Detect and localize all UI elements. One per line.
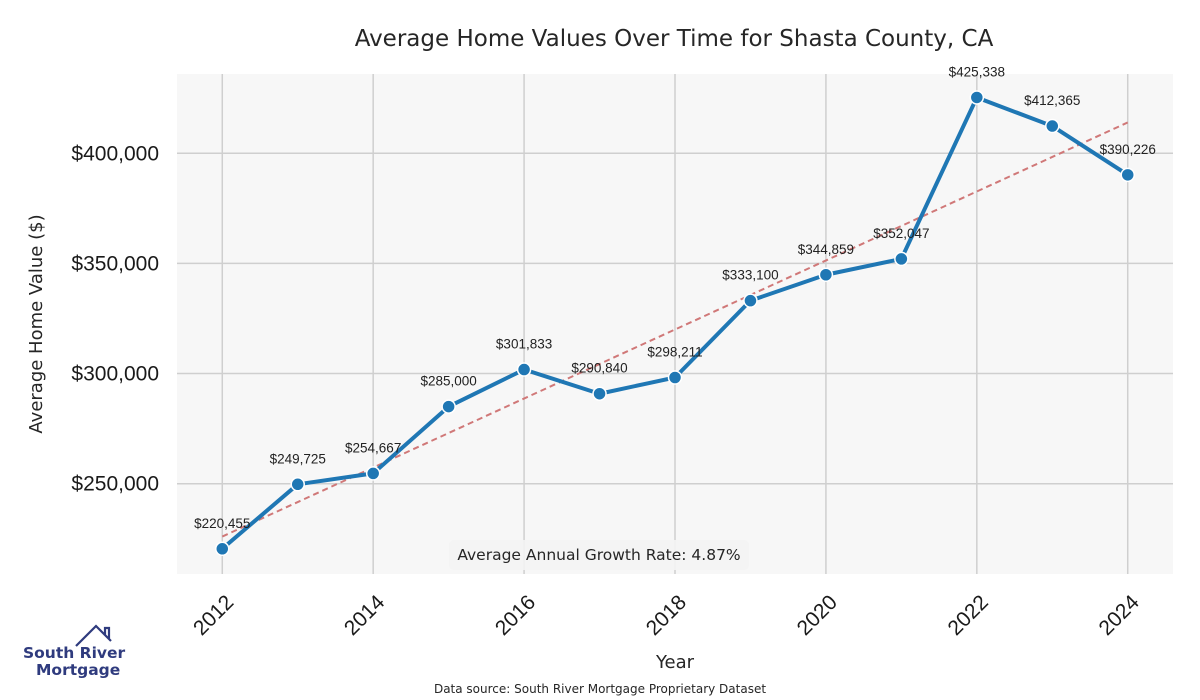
growth-rate-box bbox=[449, 540, 749, 570]
x-tick-label: 2012 bbox=[189, 591, 238, 640]
x-tick-label: 2022 bbox=[944, 591, 993, 640]
y-axis-label: Average Home Value ($) bbox=[26, 214, 47, 433]
data-point bbox=[818, 267, 834, 283]
data-point bbox=[894, 251, 909, 267]
y-tick-label: $400,000 bbox=[71, 142, 159, 165]
data-point bbox=[667, 370, 683, 385]
x-tick-label: 2014 bbox=[340, 591, 390, 641]
data-point bbox=[1045, 118, 1060, 134]
data-label: $344,859 bbox=[798, 242, 854, 257]
y-tick-label: $250,000 bbox=[71, 473, 159, 496]
data-point bbox=[516, 362, 532, 377]
y-axis-ticks: $250,000 $300,000 $350,000 $400,000 bbox=[71, 142, 159, 495]
data-labels: $220,455 $249,725 $254,667 $285,000 $301,833… bbox=[194, 64, 1156, 530]
x-tick-label: 2024 bbox=[1094, 591, 1144, 641]
data-label: $352,047 bbox=[873, 226, 929, 241]
chart-title: Average Home Values Over Time for Shasta… bbox=[355, 26, 994, 52]
data-label: $390,226 bbox=[1100, 142, 1156, 157]
y-tick-label: $300,000 bbox=[71, 363, 159, 386]
data-label: $298,211 bbox=[647, 345, 702, 360]
growth-rate-annotation: Average Annual Growth Rate: 4.87% bbox=[457, 546, 740, 564]
data-point bbox=[290, 477, 305, 492]
logo-text-line1: South River bbox=[23, 644, 126, 662]
x-tick-label: 2018 bbox=[642, 591, 691, 640]
y-tick-label: $350,000 bbox=[71, 252, 159, 275]
data-point bbox=[1120, 167, 1135, 183]
house-icon bbox=[75, 624, 112, 647]
data-point bbox=[969, 90, 985, 105]
data-point bbox=[743, 293, 758, 308]
data-point bbox=[592, 386, 607, 401]
x-tick-label: 2020 bbox=[793, 591, 842, 640]
data-label: $425,338 bbox=[949, 64, 1005, 79]
data-label: $333,100 bbox=[722, 268, 778, 283]
x-axis-label: Year bbox=[655, 652, 695, 673]
logo-text-line2: Mortgage bbox=[36, 661, 120, 679]
data-label: $220,455 bbox=[194, 516, 250, 531]
x-axis-ticks: 2012 2014 2016 2018 2020 2022 2024 bbox=[189, 591, 1144, 641]
data-label: $412,365 bbox=[1024, 93, 1080, 108]
data-label: $285,000 bbox=[420, 374, 476, 389]
data-label: $301,833 bbox=[496, 337, 552, 352]
data-label: $254,667 bbox=[345, 440, 401, 455]
data-point bbox=[441, 399, 456, 414]
data-points bbox=[215, 90, 1135, 557]
company-logo: South River Mortgage bbox=[23, 624, 126, 679]
data-label: $290,840 bbox=[571, 361, 627, 376]
data-label: $249,725 bbox=[270, 451, 326, 466]
data-point bbox=[215, 541, 230, 557]
data-point bbox=[365, 466, 381, 481]
x-tick-label: 2016 bbox=[491, 591, 540, 640]
data-source-note: Data source: South River Mortgage Propri… bbox=[434, 682, 766, 696]
